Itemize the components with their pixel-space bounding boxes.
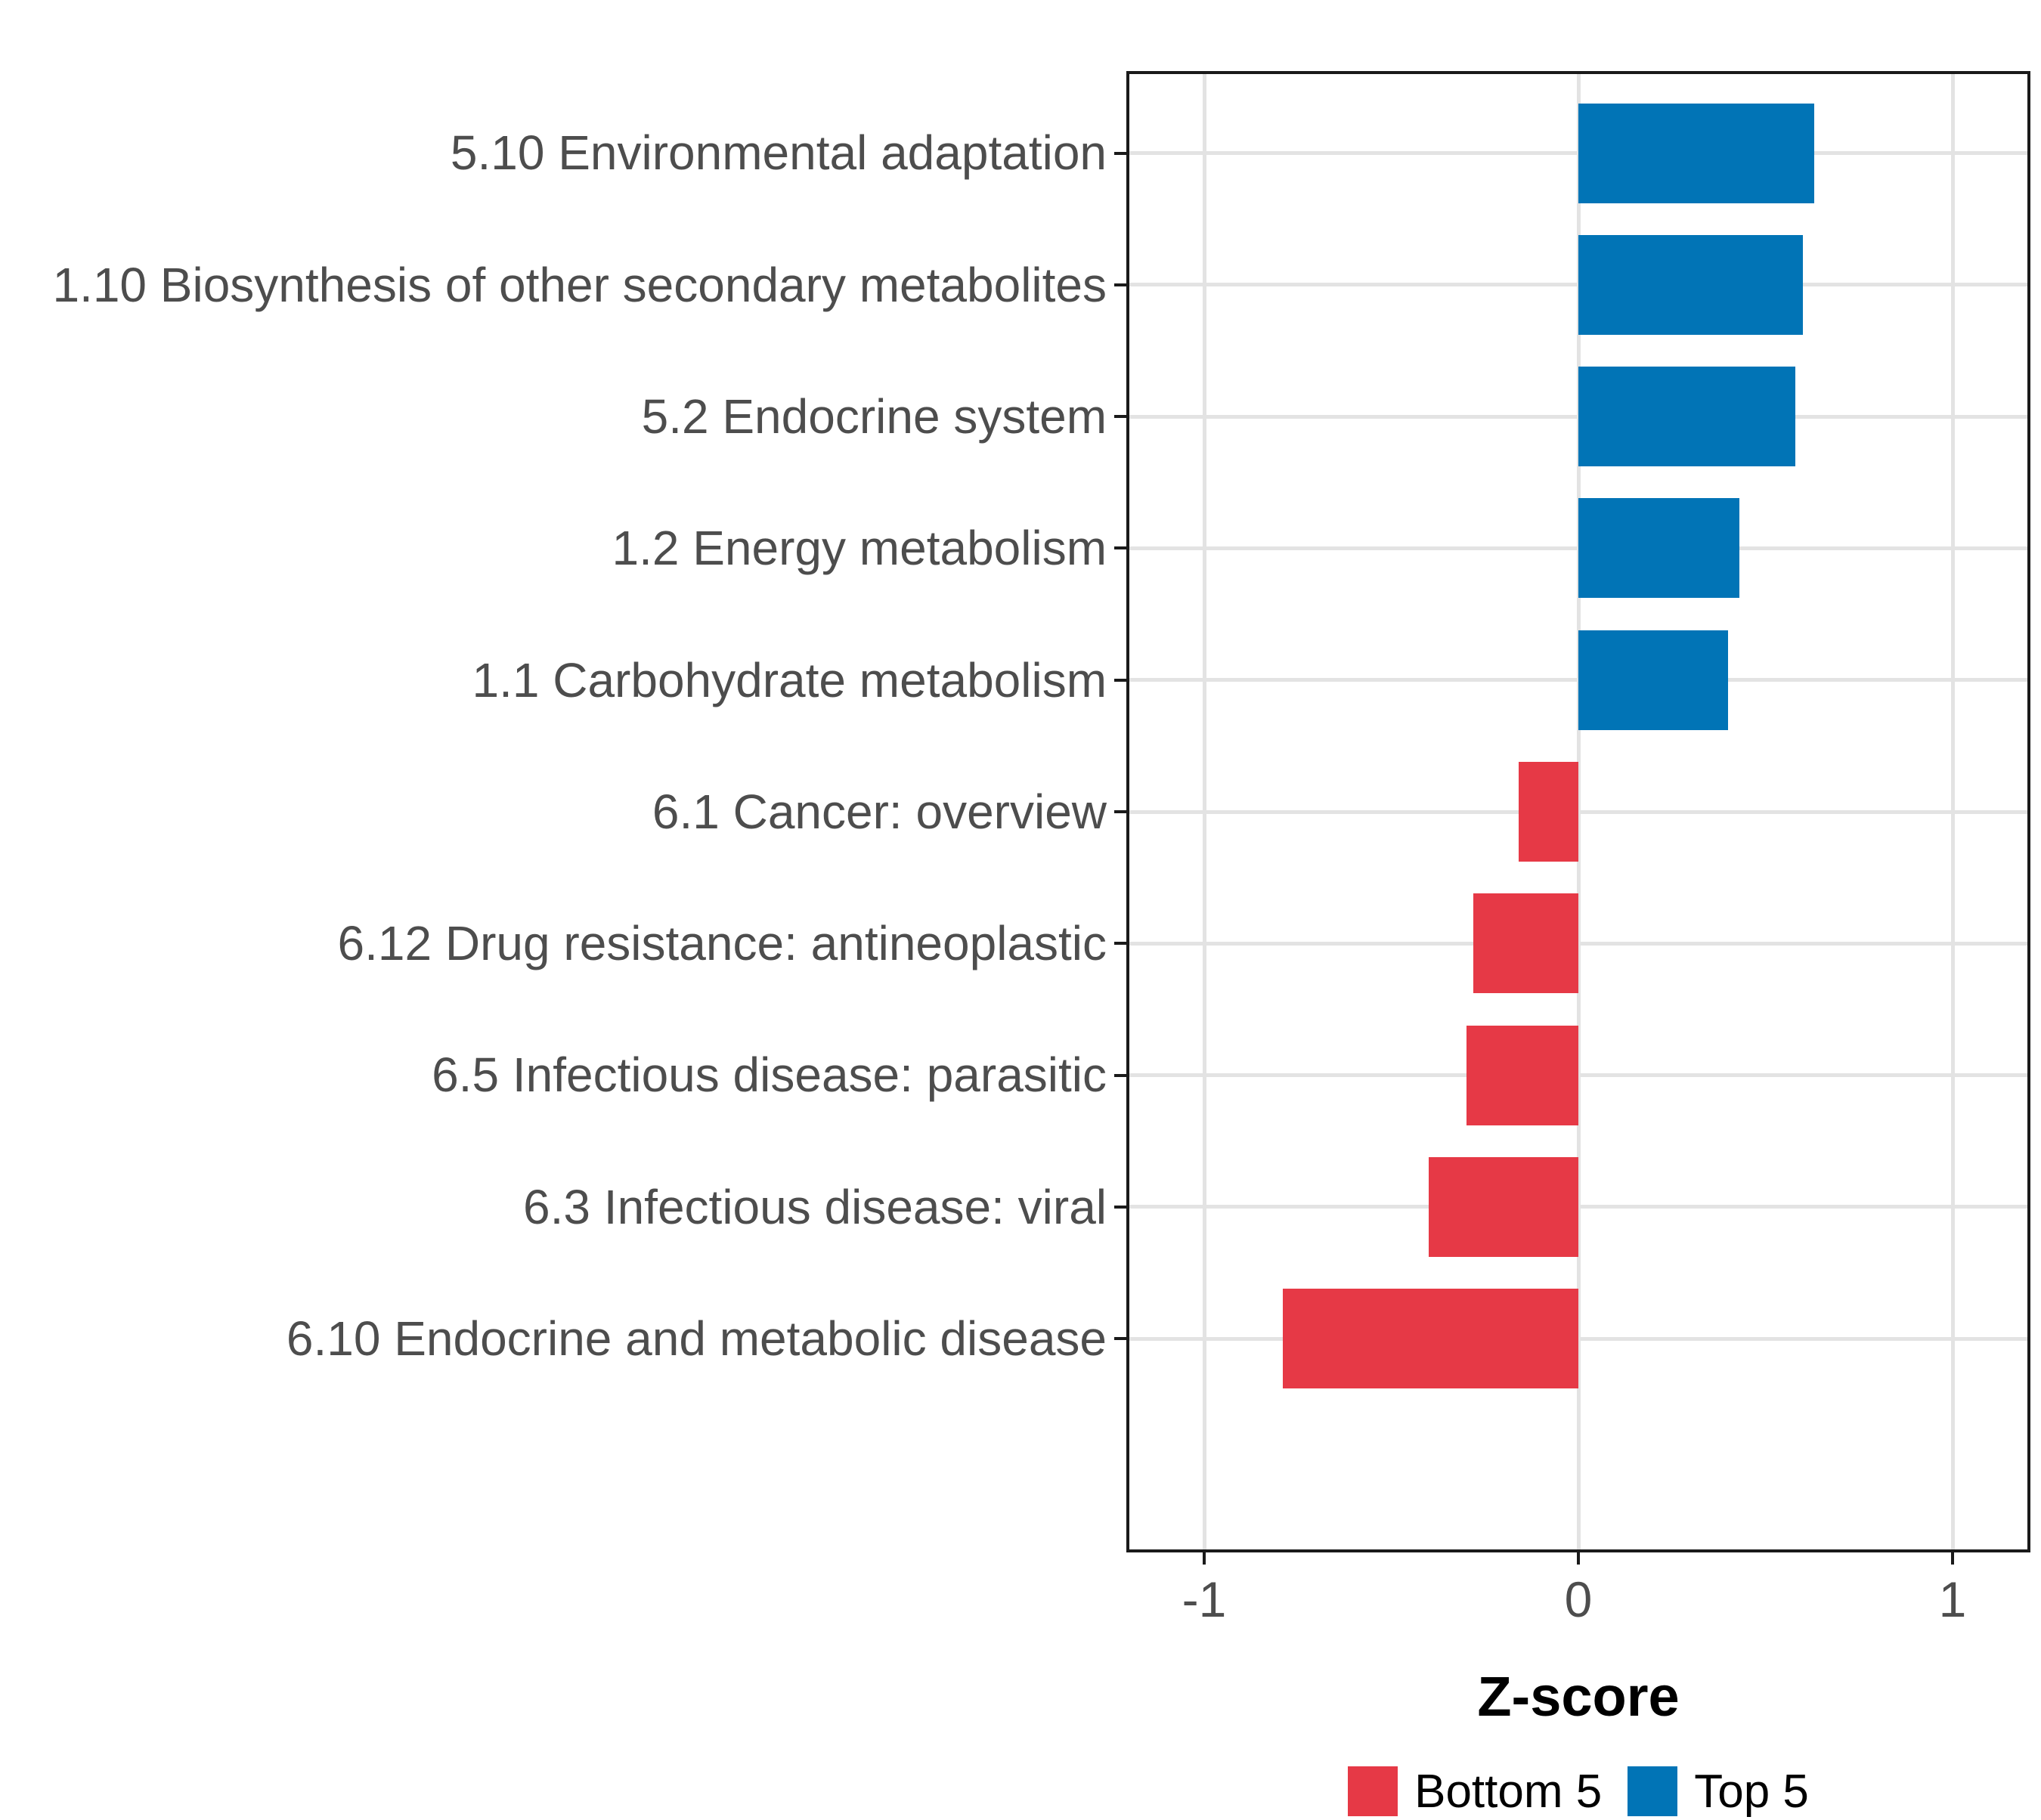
y-tick-mark — [1114, 546, 1126, 550]
y-gridline — [1129, 1336, 2027, 1341]
bar-bottom5 — [1466, 1025, 1578, 1125]
x-tick-mark — [1577, 1552, 1580, 1565]
y-axis-label: 1.1 Carbohydrate metabolism — [472, 652, 1107, 707]
y-tick-mark — [1114, 1337, 1126, 1341]
y-axis-label: 1.10 Biosynthesis of other secondary met… — [52, 257, 1107, 312]
y-tick-mark — [1114, 1205, 1126, 1209]
y-axis-label: 6.3 Infectious disease: viral — [523, 1179, 1107, 1234]
y-axis-label: 6.5 Infectious disease: parasitic — [432, 1048, 1107, 1103]
legend-label: Top 5 — [1694, 1765, 1809, 1818]
y-gridline — [1129, 941, 2027, 946]
bar-top5 — [1578, 630, 1728, 730]
legend-key-swatch — [1628, 1766, 1678, 1816]
y-axis-label: 1.2 Energy metabolism — [612, 521, 1107, 576]
x-tick-mark — [1951, 1552, 1954, 1565]
plot-panel — [1126, 71, 2030, 1552]
x-tick-mark — [1203, 1552, 1206, 1565]
bar-top5 — [1578, 367, 1796, 467]
legend-entry-top-5: Top 5 — [1628, 1765, 1809, 1818]
legend-key-swatch — [1348, 1766, 1398, 1816]
bar-bottom5 — [1429, 1156, 1578, 1257]
y-tick-mark — [1114, 151, 1126, 155]
bar-bottom5 — [1518, 762, 1578, 862]
y-tick-mark — [1114, 942, 1126, 946]
x-axis-tick-label: 1 — [1938, 1571, 1967, 1627]
bar-top5 — [1578, 234, 1803, 335]
y-tick-mark — [1114, 678, 1126, 682]
y-axis-label: 6.1 Cancer: overview — [652, 784, 1107, 839]
y-gridline — [1129, 1073, 2027, 1078]
y-tick-mark — [1114, 283, 1126, 286]
bar-bottom5 — [1282, 1289, 1578, 1389]
bar-bottom5 — [1473, 893, 1578, 994]
y-tick-mark — [1114, 415, 1126, 419]
x-axis-tick-label: -1 — [1182, 1571, 1227, 1627]
y-gridline — [1129, 1205, 2027, 1209]
legend: Bottom 5 Top 5 — [1129, 1763, 2027, 1820]
y-tick-mark — [1114, 1073, 1126, 1077]
bar-top5 — [1578, 103, 1814, 203]
y-axis-label: 5.2 Endocrine system — [641, 389, 1107, 444]
legend-label: Bottom 5 — [1414, 1765, 1603, 1818]
y-axis-label: 6.10 Endocrine and metabolic disease — [286, 1311, 1107, 1367]
y-axis-label: 6.12 Drug resistance: antineoplastic — [337, 916, 1107, 971]
x-axis-title: Z-score — [1477, 1665, 1680, 1728]
y-tick-mark — [1114, 810, 1126, 813]
x-axis-tick-label: 0 — [1564, 1571, 1593, 1627]
y-axis-label: 5.10 Environmental adaptation — [450, 125, 1107, 181]
y-gridline — [1129, 809, 2027, 814]
legend-entry-bottom-5: Bottom 5 — [1348, 1765, 1602, 1818]
bar-top5 — [1578, 498, 1739, 599]
